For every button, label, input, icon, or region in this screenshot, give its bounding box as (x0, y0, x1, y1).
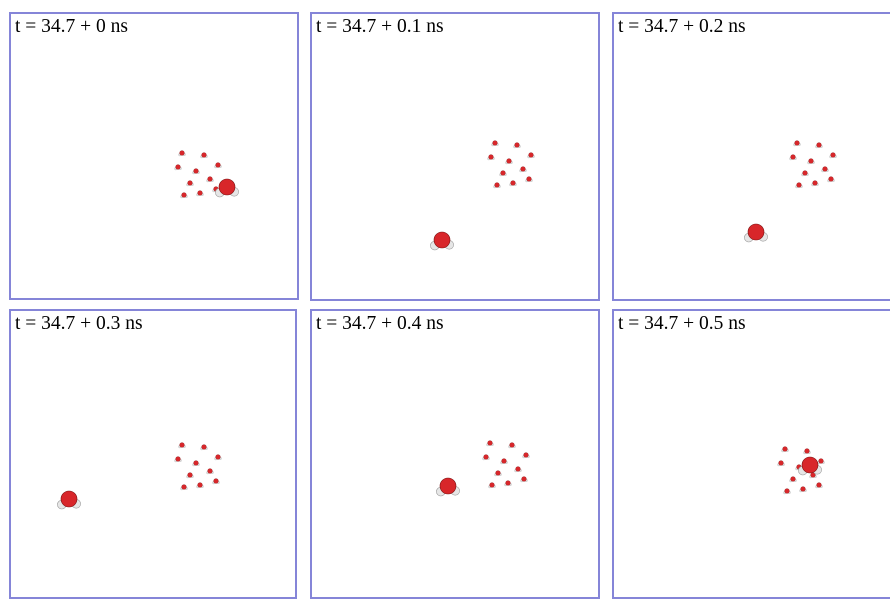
small-water-molecule (489, 483, 496, 488)
snapshot-panel-4: t = 34.7 + 0.4 ns (310, 309, 600, 599)
small-water-molecule (514, 143, 521, 148)
small-water-molecule (818, 459, 825, 464)
small-water-molecule (483, 455, 490, 460)
small-water-molecule (175, 457, 182, 462)
small-water-molecule (812, 181, 819, 186)
small-water-molecule (784, 489, 791, 494)
small-water-molecule (506, 159, 513, 164)
small-water-molecule (187, 473, 194, 478)
small-water-molecule (215, 455, 222, 460)
molecule-view (614, 311, 890, 599)
small-water-molecule (782, 447, 789, 452)
large-water-molecule (215, 179, 238, 197)
snapshot-panel-5: t = 34.7 + 0.5 ns (612, 309, 890, 599)
small-water-molecule (523, 453, 530, 458)
large-water-molecule (798, 457, 821, 475)
small-water-molecule (494, 183, 501, 188)
small-water-molecule (193, 461, 200, 466)
small-water-molecule (492, 141, 499, 146)
small-water-molecule (487, 441, 494, 446)
small-water-molecule (800, 487, 807, 492)
small-water-molecule (207, 177, 214, 182)
large-water-molecule (57, 491, 80, 509)
molecule-view (312, 311, 600, 599)
molecule-view (11, 311, 297, 599)
small-water-molecule (175, 165, 182, 170)
snapshot-panel-0: t = 34.7 + 0 ns (9, 12, 299, 300)
small-water-molecule (816, 483, 823, 488)
small-water-molecule (488, 155, 495, 160)
small-water-molecule (505, 481, 512, 486)
small-water-molecule (215, 163, 222, 168)
small-water-molecule (201, 153, 208, 158)
small-water-molecule (213, 479, 220, 484)
small-water-molecule (181, 193, 188, 198)
small-water-molecule (796, 183, 803, 188)
molecule-view (11, 14, 299, 300)
large-water-molecule (430, 232, 453, 250)
small-water-molecule (794, 141, 801, 146)
small-water-molecule (804, 449, 811, 454)
small-water-molecule (500, 171, 507, 176)
small-water-molecule (808, 159, 815, 164)
snapshot-panel-1: t = 34.7 + 0.1 ns (310, 12, 600, 301)
small-water-molecule (778, 461, 785, 466)
small-water-molecule (830, 153, 837, 158)
small-water-molecule (181, 485, 188, 490)
snapshot-panel-2: t = 34.7 + 0.2 ns (612, 12, 890, 301)
small-water-molecule (790, 155, 797, 160)
small-water-molecule (526, 177, 533, 182)
small-water-molecule (207, 469, 214, 474)
small-water-molecule (822, 167, 829, 172)
small-water-molecule (187, 181, 194, 186)
snapshot-panel-3: t = 34.7 + 0.3 ns (9, 309, 297, 599)
small-water-molecule (528, 153, 535, 158)
small-water-molecule (495, 471, 502, 476)
small-water-molecule (515, 467, 522, 472)
small-water-molecule (520, 167, 527, 172)
molecule-view (614, 14, 890, 301)
small-water-molecule (509, 443, 516, 448)
small-water-molecule (510, 181, 517, 186)
small-water-molecule (193, 169, 200, 174)
small-water-molecule (201, 445, 208, 450)
small-water-molecule (179, 151, 186, 156)
small-water-molecule (828, 177, 835, 182)
small-water-molecule (501, 459, 508, 464)
small-water-molecule (802, 171, 809, 176)
large-water-molecule (436, 478, 459, 496)
small-water-molecule (179, 443, 186, 448)
large-water-molecule (744, 224, 767, 242)
small-water-molecule (790, 477, 797, 482)
small-water-molecule (521, 477, 528, 482)
small-water-molecule (197, 191, 204, 196)
molecule-view (312, 14, 600, 301)
small-water-molecule (816, 143, 823, 148)
small-water-molecule (197, 483, 204, 488)
